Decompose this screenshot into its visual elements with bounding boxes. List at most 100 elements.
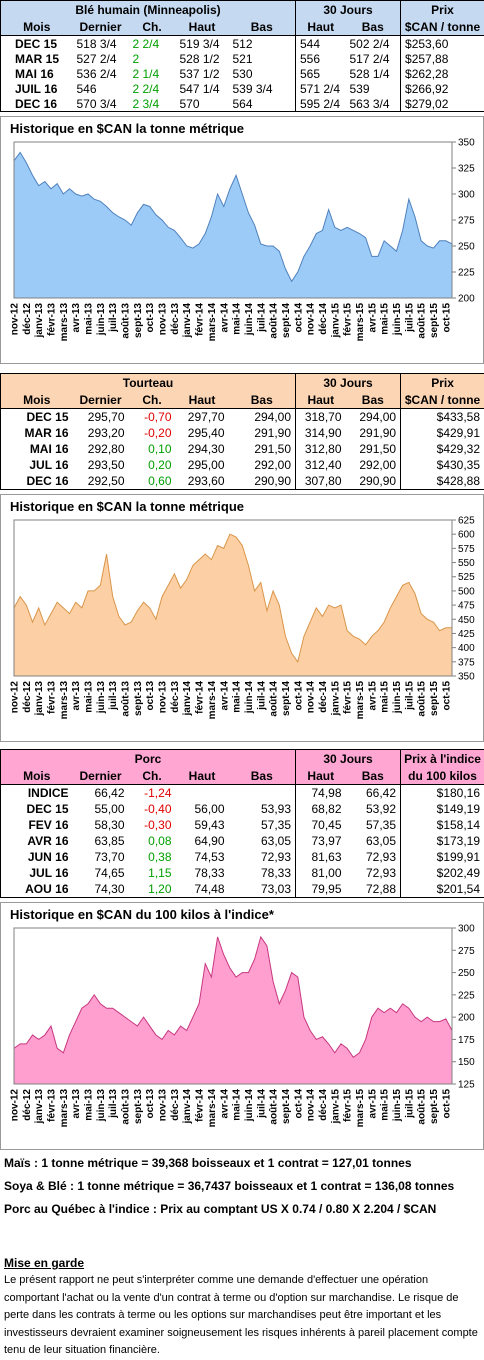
x-tick-label: août-14 (269, 681, 280, 717)
cell: 571 2/4 (296, 81, 346, 96)
x-tick-label: févr-14 (195, 681, 206, 714)
cell: 74,65 (73, 865, 129, 881)
chart: Historique en $CAN la tonne métrique3503… (0, 494, 484, 742)
cell: 312,80 (296, 441, 346, 457)
cell: 539 (346, 81, 401, 96)
cell: 292,00 (346, 457, 401, 473)
y-tick-label: 350 (458, 138, 475, 149)
cell: 502 2/4 (346, 36, 401, 52)
x-tick-label: mars-14 (207, 681, 218, 720)
cell: 72,93 (346, 849, 401, 865)
x-tick-label: oct-15 (441, 681, 452, 711)
x-tick-label: nov-13 (158, 303, 169, 336)
column-header: Haut (296, 18, 346, 36)
x-tick-label: juin-14 (244, 1089, 255, 1123)
column-header: Bas (346, 18, 401, 36)
cell: 564 (229, 96, 296, 112)
warning-text: Le présent rapport ne peut s'interpréter… (4, 1272, 480, 1360)
x-tick-label: août-13 (121, 681, 132, 717)
cell: $430,35 (401, 457, 484, 473)
column-header: Mois (1, 18, 73, 36)
y-tick-label: 200 (458, 294, 475, 305)
x-tick-label: nov-13 (158, 681, 169, 714)
table-title: Blé humain (Minneapolis) (1, 1, 296, 19)
cell: 73,70 (73, 849, 129, 865)
cell: 595 2/4 (296, 96, 346, 112)
x-tick-label: déc-12 (22, 681, 33, 713)
y-tick-label: 425 (458, 629, 475, 640)
y-tick-label: 375 (458, 657, 475, 668)
x-tick-label: oct-13 (145, 1089, 156, 1119)
cell: 292,00 (229, 457, 296, 473)
cell: 79,95 (296, 881, 346, 898)
column-header: Bas (229, 18, 296, 36)
x-tick-label: août-15 (417, 303, 428, 339)
group-title: Prix à l'indice (401, 750, 484, 768)
cell: 530 (229, 66, 296, 81)
x-tick-label: déc-13 (170, 303, 181, 335)
x-tick-label: janv-15 (330, 303, 341, 339)
cell: -1,24 (129, 785, 176, 802)
x-tick-label: sept-13 (133, 303, 144, 338)
column-header: Dernier (73, 18, 129, 36)
cell: 73,03 (229, 881, 296, 898)
cell: 2 3/4 (129, 96, 176, 112)
x-tick-label: avr-13 (71, 303, 82, 333)
cell: 58,30 (73, 817, 129, 833)
cell: DEC 16 (1, 96, 73, 112)
cell: 63,85 (73, 833, 129, 849)
cell: $158,14 (401, 817, 484, 833)
x-tick-label: mars-15 (355, 303, 366, 342)
x-tick-label: avr-15 (367, 1089, 378, 1119)
x-tick-label: juil-13 (108, 1089, 119, 1119)
cell: 66,42 (346, 785, 401, 802)
column-header: $CAN / tonne (401, 391, 484, 409)
cell: 528 1/4 (346, 66, 401, 81)
cell: JUL 16 (1, 865, 73, 881)
x-tick-label: déc-12 (22, 303, 33, 335)
cell: 570 (176, 96, 229, 112)
x-tick-label: déc-13 (170, 1089, 181, 1121)
x-tick-label: avr-13 (71, 681, 82, 711)
cell: -0,20 (129, 425, 176, 441)
x-tick-label: sept-15 (429, 1089, 440, 1124)
cell: 291,90 (346, 425, 401, 441)
column-header: Mois (1, 391, 73, 409)
group-title: 30 Jours (296, 1, 401, 19)
cell: 56,00 (176, 801, 229, 817)
x-tick-label: nov-12 (10, 303, 21, 336)
cell: $262,28 (401, 66, 484, 81)
x-tick-label: avr-14 (219, 303, 230, 333)
cell: 57,35 (346, 817, 401, 833)
conversion-note: Porc au Québec à l'indice : Prix au comp… (4, 1202, 436, 1216)
x-tick-label: juin-13 (96, 1089, 107, 1123)
x-tick-label: janv-15 (330, 1089, 341, 1125)
x-tick-label: juin-13 (96, 303, 107, 337)
y-tick-label: 350 (458, 672, 475, 683)
x-tick-label: août-15 (417, 681, 428, 717)
cell: 295,70 (73, 409, 129, 426)
cell: 53,92 (346, 801, 401, 817)
x-tick-label: oct-14 (293, 303, 304, 333)
x-tick-label: mai-14 (232, 681, 243, 713)
cell: 512 (229, 36, 296, 52)
y-tick-label: 500 (458, 586, 475, 597)
x-tick-label: janv-13 (34, 681, 45, 717)
cell: 2 2/4 (129, 81, 176, 96)
cell: $429,91 (401, 425, 484, 441)
x-tick-label: sept-15 (429, 303, 440, 338)
x-tick-label: mars-15 (355, 1089, 366, 1128)
cell: INDICE (1, 785, 73, 802)
x-tick-label: janv-14 (182, 1089, 193, 1125)
cell: 318,70 (296, 409, 346, 426)
cell: FEV 16 (1, 817, 73, 833)
cell: 293,50 (73, 457, 129, 473)
column-header: Haut (176, 391, 229, 409)
